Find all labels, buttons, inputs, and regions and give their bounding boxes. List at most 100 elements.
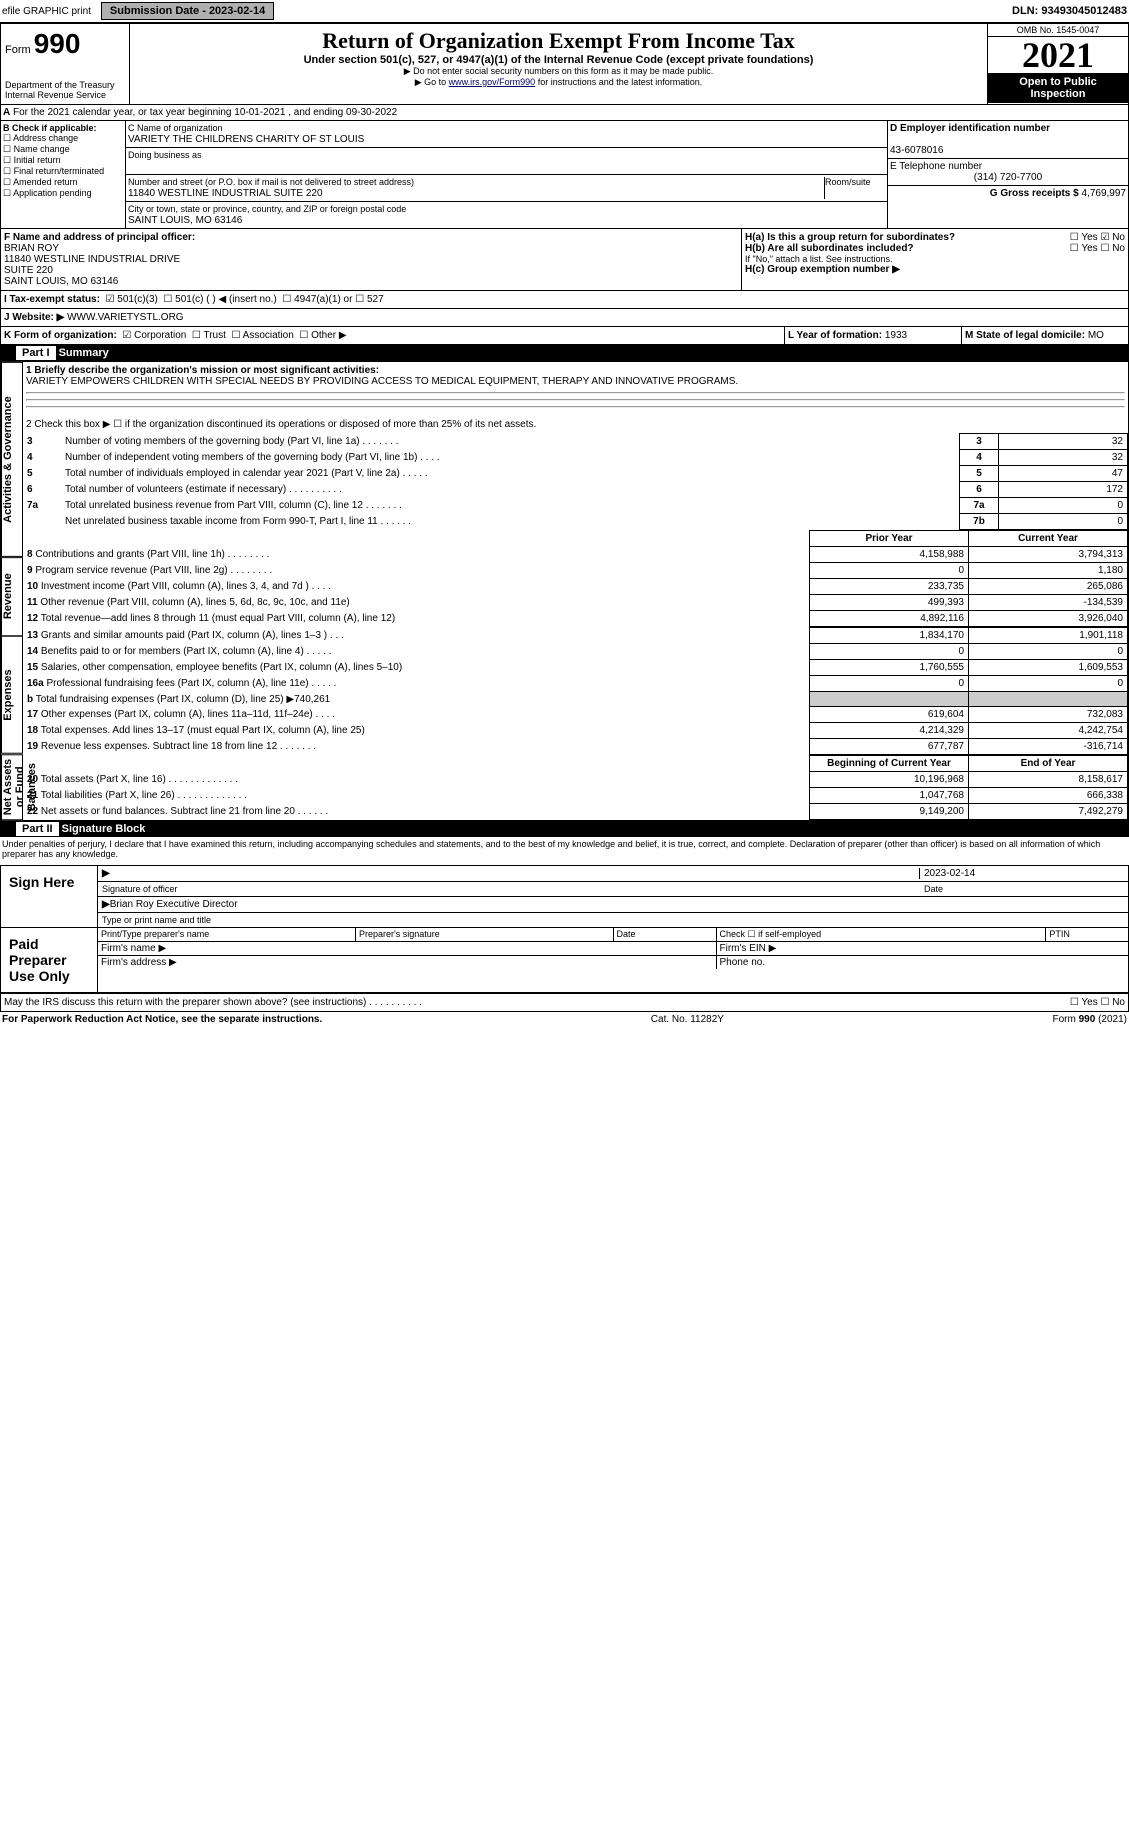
- cb-amended[interactable]: Amended return: [3, 177, 78, 187]
- perjury-decl: Under penalties of perjury, I declare th…: [0, 837, 1129, 861]
- table-row: 6Total number of volunteers (estimate if…: [23, 482, 1128, 498]
- cb-501c[interactable]: 501(c) ( ) ◀ (insert no.): [163, 294, 276, 305]
- table-row: 11 Other revenue (Part VIII, column (A),…: [23, 595, 1128, 611]
- begin-hdr: Beginning of Current Year: [810, 756, 969, 772]
- ha-label: H(a) Is this a group return for subordin…: [745, 232, 955, 243]
- phone-label: E Telephone number: [890, 161, 982, 172]
- officer-label: F Name and address of principal officer:: [4, 232, 195, 243]
- table-row: 8 Contributions and grants (Part VIII, l…: [23, 547, 1128, 563]
- rev-table: Prior YearCurrent Year 8 Contributions a…: [23, 530, 1128, 627]
- hb-label: H(b) Are all subordinates included?: [745, 243, 914, 254]
- side-expenses: Expenses: [1, 636, 23, 754]
- table-row: 9 Program service revenue (Part VIII, li…: [23, 563, 1128, 579]
- date-label: Date: [924, 884, 1124, 894]
- website-value: WWW.VARIETYSTL.ORG: [67, 312, 183, 323]
- net-table: Beginning of Current YearEnd of Year 20 …: [23, 755, 1128, 820]
- side-revenue: Revenue: [1, 557, 23, 636]
- table-row: 21 Total liabilities (Part X, line 26) .…: [23, 788, 1128, 804]
- cb-corp[interactable]: Corporation: [122, 330, 186, 341]
- hb-yes[interactable]: Yes: [1070, 243, 1098, 254]
- part1-title: Summary: [59, 347, 109, 359]
- footer-left: For Paperwork Reduction Act Notice, see …: [2, 1014, 322, 1025]
- dept-label: Department of the Treasury: [5, 80, 125, 90]
- tax-status-label: I Tax-exempt status:: [4, 294, 100, 305]
- table-row: Net unrelated business taxable income fr…: [23, 514, 1128, 530]
- ein-value: 43-6078016: [890, 145, 943, 156]
- dln-label: DLN: 93493045012483: [1012, 5, 1127, 17]
- table-row: 19 Revenue less expenses. Subtract line …: [23, 739, 1128, 755]
- line1: 1 Briefly describe the organization's mi…: [23, 362, 1128, 416]
- main-title: Return of Organization Exempt From Incom…: [134, 28, 983, 54]
- firm-ein-label: Firm's EIN ▶: [716, 942, 1128, 956]
- irs-link[interactable]: www.irs.gov/Form990: [449, 77, 536, 87]
- title-box: Return of Organization Exempt From Incom…: [130, 24, 988, 104]
- officer-city: SAINT LOUIS, MO 63146: [4, 276, 118, 287]
- submission-date-button[interactable]: Submission Date - 2023-02-14: [101, 2, 274, 20]
- hb-no[interactable]: No: [1100, 243, 1125, 254]
- goto-post: for instructions and the latest informat…: [535, 77, 702, 87]
- form-header: Form 990 Department of the Treasury Inte…: [0, 23, 1129, 105]
- table-row: 12 Total revenue—add lines 8 through 11 …: [23, 611, 1128, 627]
- cb-address[interactable]: Address change: [3, 133, 78, 143]
- city-label: City or town, state or province, country…: [128, 204, 406, 214]
- arrow-icon: ▶: [102, 868, 110, 879]
- typed-label: Type or print name and title: [98, 913, 1128, 927]
- goto-note: ▶ Go to www.irs.gov/Form990 for instruct…: [134, 77, 983, 88]
- summary-table: Activities & Governance Revenue Expenses…: [0, 361, 1129, 821]
- cb-pending[interactable]: Application pending: [3, 188, 92, 198]
- box-klm: K Form of organization: Corporation Trus…: [0, 327, 1129, 345]
- gov-table: 3Number of voting members of the governi…: [23, 433, 1128, 530]
- cb-527[interactable]: 527: [355, 294, 383, 305]
- line2: 2 Check this box ▶ ☐ if the organization…: [23, 416, 1128, 433]
- cb-initial[interactable]: Initial return: [3, 155, 61, 165]
- top-bar: efile GRAPHIC print Submission Date - 20…: [0, 0, 1129, 23]
- row-fh: F Name and address of principal officer:…: [0, 229, 1129, 291]
- room-label: Room/suite: [825, 177, 871, 187]
- year-box: OMB No. 1545-0047 2021 Open to Public In…: [988, 24, 1128, 104]
- prior-hdr: Prior Year: [810, 531, 969, 547]
- goto-pre: ▶ Go to: [415, 77, 449, 87]
- ha-no[interactable]: No: [1100, 232, 1125, 243]
- line-a: A For the 2021 calendar year, or tax yea…: [0, 105, 1129, 121]
- cb-assoc[interactable]: Association: [231, 330, 293, 341]
- footer-form-num: 990: [1079, 1014, 1096, 1025]
- part1-header: Part I Summary: [0, 345, 1129, 361]
- box-b: B Check if applicable: Address change Na…: [1, 121, 126, 228]
- part1-num: Part I: [16, 346, 56, 360]
- ha-yes[interactable]: Yes: [1070, 232, 1098, 243]
- discuss-checkboxes[interactable]: ☐ Yes ☐ No: [1070, 997, 1125, 1008]
- efile-label: efile GRAPHIC print: [2, 6, 91, 17]
- sig-date: 2023-02-14: [919, 868, 1124, 879]
- table-row: 3Number of voting members of the governi…: [23, 434, 1128, 450]
- street-address: 11840 WESTLINE INDUSTRIAL SUITE 220: [128, 188, 323, 199]
- cb-name[interactable]: Name change: [3, 144, 70, 154]
- end-hdr: End of Year: [969, 756, 1128, 772]
- paid-preparer-label: Paid Preparer Use Only: [1, 928, 98, 992]
- table-row: 22 Net assets or fund balances. Subtract…: [23, 804, 1128, 820]
- footer-year: 2021: [1101, 1014, 1123, 1025]
- table-row: 4Number of independent voting members of…: [23, 450, 1128, 466]
- addr-label: Number and street (or P.O. box if mail i…: [128, 177, 414, 187]
- curr-hdr: Current Year: [969, 531, 1128, 547]
- footer: For Paperwork Reduction Act Notice, see …: [0, 1012, 1129, 1027]
- footer-cat: Cat. No. 11282Y: [651, 1014, 724, 1025]
- tax-year: 2021: [988, 37, 1128, 73]
- form-number-box: Form 990 Department of the Treasury Inte…: [1, 24, 130, 104]
- prep-check[interactable]: Check ☐ if self-employed: [716, 928, 1046, 942]
- box-f: F Name and address of principal officer:…: [1, 229, 742, 290]
- typed-name: Brian Roy Executive Director: [110, 899, 238, 910]
- table-row: 16a Professional fundraising fees (Part …: [23, 676, 1128, 692]
- cb-501c3[interactable]: 501(c)(3): [106, 294, 158, 305]
- cb-other[interactable]: Other ▶: [299, 330, 346, 341]
- cb-final[interactable]: Final return/terminated: [3, 166, 104, 176]
- gross-label: G Gross receipts $: [990, 188, 1079, 199]
- cb-4947[interactable]: 4947(a)(1) or: [282, 294, 352, 305]
- discuss-row: May the IRS discuss this return with the…: [0, 994, 1129, 1012]
- org-name: VARIETY THE CHILDRENS CHARITY OF ST LOUI…: [128, 134, 364, 145]
- table-row: 10 Investment income (Part VIII, column …: [23, 579, 1128, 595]
- cb-trust[interactable]: Trust: [192, 330, 226, 341]
- form-990-number: 990: [34, 28, 81, 59]
- sign-here-label: Sign Here: [1, 866, 98, 927]
- year-formed: 1933: [885, 330, 907, 341]
- box-c: C Name of organization VARIETY THE CHILD…: [126, 121, 887, 228]
